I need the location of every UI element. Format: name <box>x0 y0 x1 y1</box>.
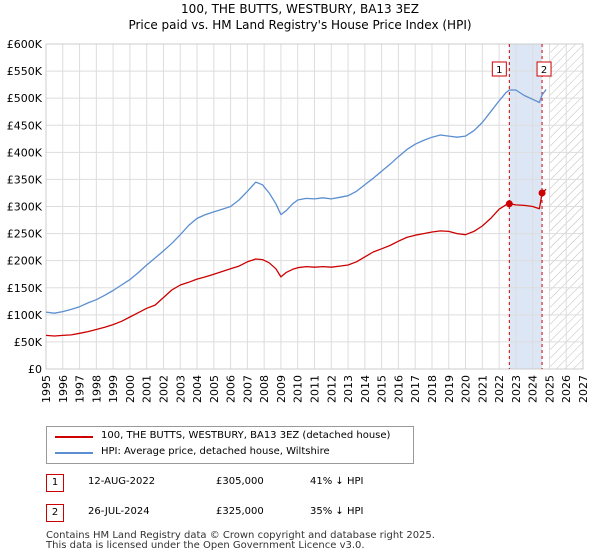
x-tick-label: 2011 <box>309 375 322 403</box>
series-line-hpi <box>45 89 547 314</box>
x-tick-label: 2014 <box>359 375 372 403</box>
x-tick-label: 1996 <box>57 375 70 403</box>
x-tick-label: 2012 <box>325 375 338 403</box>
y-tick-label: £0 <box>28 363 42 376</box>
x-tick-label: 2010 <box>292 375 305 403</box>
chart-title: 100, THE BUTTS, WESTBURY, BA13 3EZ <box>181 2 419 16</box>
y-tick-label: £150K <box>7 282 43 295</box>
x-tick-label: 2001 <box>141 375 154 403</box>
x-tick-label: 2025 <box>543 375 556 403</box>
footer-copyright: Contains HM Land Registry data © Crown c… <box>46 530 435 541</box>
x-tick-label: 1998 <box>90 375 103 403</box>
transaction-box-label: 1 <box>496 65 502 76</box>
x-tick-label: 2007 <box>241 375 254 403</box>
chart-area: £0 £50K £100K £150K £200K £250K £300K £350K £400… <box>7 38 590 403</box>
y-tick-label: £550K <box>7 65 43 78</box>
y-tick-label: £50K <box>14 336 43 349</box>
legend-swatch-property <box>55 436 93 438</box>
y-tick-label: £250K <box>7 228 43 241</box>
x-tick-label: 2023 <box>510 375 523 403</box>
footer-licence: This data is licensed under the Open Gov… <box>46 540 365 551</box>
transaction-price: £305,000 <box>216 476 264 487</box>
chart-subtitle: Price paid vs. HM Land Registry's House … <box>128 18 472 32</box>
x-tick-label: 2004 <box>191 375 204 403</box>
x-tick-label: 2003 <box>174 375 187 403</box>
legend: 100, THE BUTTS, WESTBURY, BA13 3EZ (deta… <box>46 426 414 464</box>
transaction-price: £325,000 <box>216 506 264 517</box>
x-tick-label: 2005 <box>208 375 221 403</box>
x-tick-label: 2016 <box>392 375 405 403</box>
x-tick-label: 2021 <box>476 375 489 403</box>
x-tick-label: 2002 <box>157 375 170 403</box>
plot-border <box>45 43 584 370</box>
y-tick-label: £400K <box>7 146 43 159</box>
footer: Contains HM Land Registry data © Crown c… <box>46 531 435 551</box>
legend-label-hpi: HPI: Average price, detached house, Wilt… <box>101 446 330 457</box>
x-tick-label: 2015 <box>376 375 389 403</box>
x-tick-label: 1997 <box>74 375 87 403</box>
series-line-property <box>45 188 547 337</box>
x-tick-label: 2009 <box>275 375 288 403</box>
x-tick-label: 1999 <box>107 375 120 403</box>
x-tick-label: 2006 <box>225 375 238 403</box>
x-tick-label: 2017 <box>409 375 422 403</box>
transaction-box <box>491 61 507 77</box>
transaction-box-label: 2 <box>541 65 547 76</box>
x-tick-label: 2022 <box>493 375 506 403</box>
transaction-marker-label: 1 <box>46 474 64 492</box>
x-tick-label: 2026 <box>560 375 573 403</box>
transaction-marker-label: 2 <box>46 504 64 522</box>
x-tick-label: 2020 <box>460 375 473 403</box>
transaction-box <box>536 61 552 77</box>
y-tick-label: £200K <box>7 255 43 268</box>
x-tick-label: 2019 <box>443 375 456 403</box>
y-tick-label: £450K <box>7 119 43 132</box>
y-tick-label: £350K <box>7 173 43 186</box>
y-tick-label: £100K <box>7 309 43 322</box>
x-tick-label: 2024 <box>527 375 540 403</box>
x-tick-label: 2000 <box>124 375 137 403</box>
transaction-hpi-diff: 35% ↓ HPI <box>310 506 364 517</box>
x-tick-label: 2027 <box>577 375 590 403</box>
transaction-date: 12-AUG-2022 <box>88 476 156 487</box>
x-tick-label: 2008 <box>258 375 271 403</box>
y-tick-label: £300K <box>7 201 43 214</box>
legend-swatch-hpi <box>55 452 93 454</box>
y-tick-label: £500K <box>7 92 43 105</box>
legend-label-property: 100, THE BUTTS, WESTBURY, BA13 3EZ (deta… <box>101 430 391 441</box>
y-tick-label: £600K <box>7 38 43 51</box>
x-tick-label: 2013 <box>342 375 355 403</box>
x-tick-label: 2018 <box>426 375 439 403</box>
x-tick-label: 1995 <box>40 375 53 403</box>
transaction-hpi-diff: 41% ↓ HPI <box>310 476 364 487</box>
transaction-point <box>538 189 546 197</box>
transaction-point <box>505 200 513 208</box>
transaction-date: 26-JUL-2024 <box>88 506 150 517</box>
